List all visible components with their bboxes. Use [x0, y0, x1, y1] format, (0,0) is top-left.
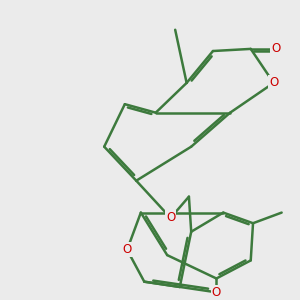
Text: O: O	[212, 286, 221, 299]
Text: O: O	[271, 42, 280, 56]
Text: O: O	[122, 243, 132, 256]
Text: O: O	[269, 76, 278, 89]
Text: O: O	[166, 212, 175, 224]
